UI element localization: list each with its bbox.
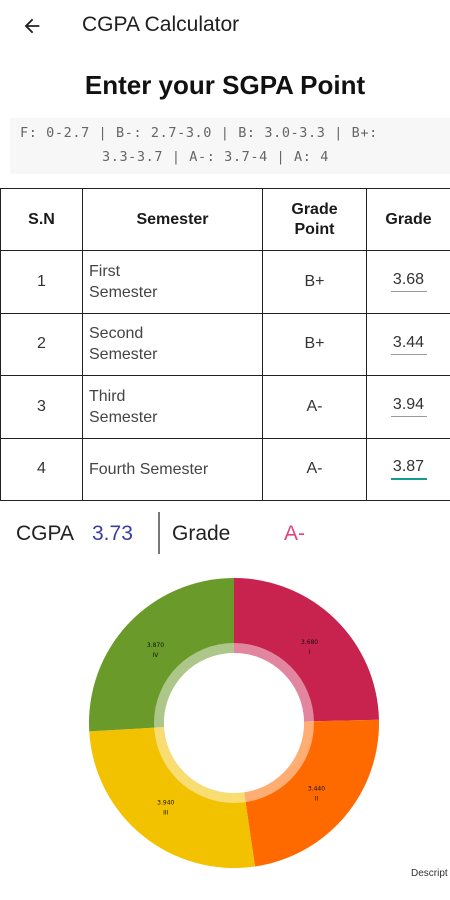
row-sn: 1 bbox=[0, 250, 83, 314]
grade-scale-line-2: 3.3-3.7 | A-: 3.7-4 | A: 4 bbox=[102, 149, 329, 165]
pie-slice-i[interactable] bbox=[234, 578, 379, 722]
table-header-row: S.N Semester Grade Point Grade bbox=[0, 188, 450, 251]
slice-value-label: 3.680 bbox=[301, 639, 318, 646]
row-sn: 3 bbox=[0, 375, 83, 439]
page-heading: Enter your SGPA Point bbox=[84, 70, 366, 100]
row-grade-cell: 3.44 bbox=[366, 312, 450, 376]
slice-value-label: 3.870 bbox=[147, 642, 164, 649]
slice-category-label: II bbox=[315, 796, 319, 803]
app-title: CGPA Calculator bbox=[82, 13, 240, 36]
row-grade-point: B+ bbox=[262, 312, 367, 376]
row-grade-cell: 3.94 bbox=[366, 375, 450, 439]
row-grade-point: B+ bbox=[262, 250, 367, 314]
summary-divider bbox=[158, 512, 160, 554]
row-semester: Third Semester bbox=[82, 375, 263, 439]
cgpa-pie-chart[interactable]: 3.680 I 3.440 II 3.940 III 3.870 IV bbox=[0, 560, 450, 900]
grade-label: Grade bbox=[172, 522, 231, 545]
donut-hole bbox=[164, 653, 304, 793]
table-row: 4 Fourth Semester A- 3.87 bbox=[0, 437, 450, 501]
row-semester-label: First Semester bbox=[89, 262, 158, 301]
cgpa-value: 3.73 bbox=[92, 522, 133, 545]
grade-input[interactable]: 3.44 bbox=[390, 334, 427, 355]
arrow-left-icon bbox=[24, 18, 40, 34]
grade-value: A- bbox=[284, 522, 305, 545]
app-bar: CGPA Calculator bbox=[0, 0, 450, 52]
cgpa-label: CGPA bbox=[16, 522, 74, 545]
slice-value-label: 3.440 bbox=[308, 786, 325, 793]
header-semester: Semester bbox=[82, 188, 263, 251]
table-row: 2 Second Semester B+ 3.44 bbox=[0, 312, 450, 376]
row-grade-point: A- bbox=[262, 437, 367, 501]
semester-table: S.N Semester Grade Point Grade 1 First S… bbox=[0, 188, 450, 501]
slice-category-label: I bbox=[309, 649, 311, 656]
back-button[interactable] bbox=[14, 8, 50, 44]
row-sn: 2 bbox=[0, 312, 83, 376]
row-semester: Fourth Semester bbox=[82, 437, 263, 501]
table-row: 1 First Semester B+ 3.68 bbox=[0, 250, 450, 314]
header-sn: S.N bbox=[0, 188, 83, 251]
grade-scale-line-1: F: 0-2.7 | B-: 2.7-3.0 | B: 3.0-3.3 | B+… bbox=[20, 125, 378, 141]
grade-input[interactable]: 3.68 bbox=[390, 271, 427, 293]
chart-description: Descript bbox=[411, 868, 448, 879]
grade-input-active[interactable]: 3.87 bbox=[390, 458, 427, 481]
pie-chart-svg[interactable]: 3.680 I 3.440 II 3.940 III 3.870 IV bbox=[0, 560, 450, 900]
grade-scale-legend: F: 0-2.7 | B-: 2.7-3.0 | B: 3.0-3.3 | B+… bbox=[10, 118, 450, 174]
row-sn: 4 bbox=[0, 437, 83, 501]
cgpa-summary: CGPA 3.73 Grade A- bbox=[0, 512, 450, 554]
pie-slice-iii[interactable] bbox=[89, 727, 255, 868]
slice-category-label: III bbox=[163, 810, 169, 817]
row-grade-point: A- bbox=[262, 375, 367, 439]
row-grade-cell: 3.87 bbox=[366, 437, 450, 501]
row-semester-label: Third Semester bbox=[89, 387, 158, 426]
row-grade-cell: 3.68 bbox=[366, 250, 450, 314]
header-grade: Grade bbox=[366, 188, 450, 251]
pie-slice-ii[interactable] bbox=[244, 719, 379, 867]
pie-slice-iv[interactable] bbox=[89, 578, 234, 732]
slice-category-label: IV bbox=[153, 652, 160, 659]
header-grade-point: Grade Point bbox=[262, 188, 367, 251]
header-grade-point-label: Grade Point bbox=[291, 200, 338, 238]
row-semester-label: Second Semester bbox=[89, 325, 158, 364]
grade-input[interactable]: 3.94 bbox=[390, 396, 427, 418]
table-row: 3 Third Semester A- 3.94 bbox=[0, 375, 450, 439]
row-semester: Second Semester bbox=[82, 312, 263, 376]
slice-value-label: 3.940 bbox=[157, 800, 174, 807]
row-semester: First Semester bbox=[82, 250, 263, 314]
